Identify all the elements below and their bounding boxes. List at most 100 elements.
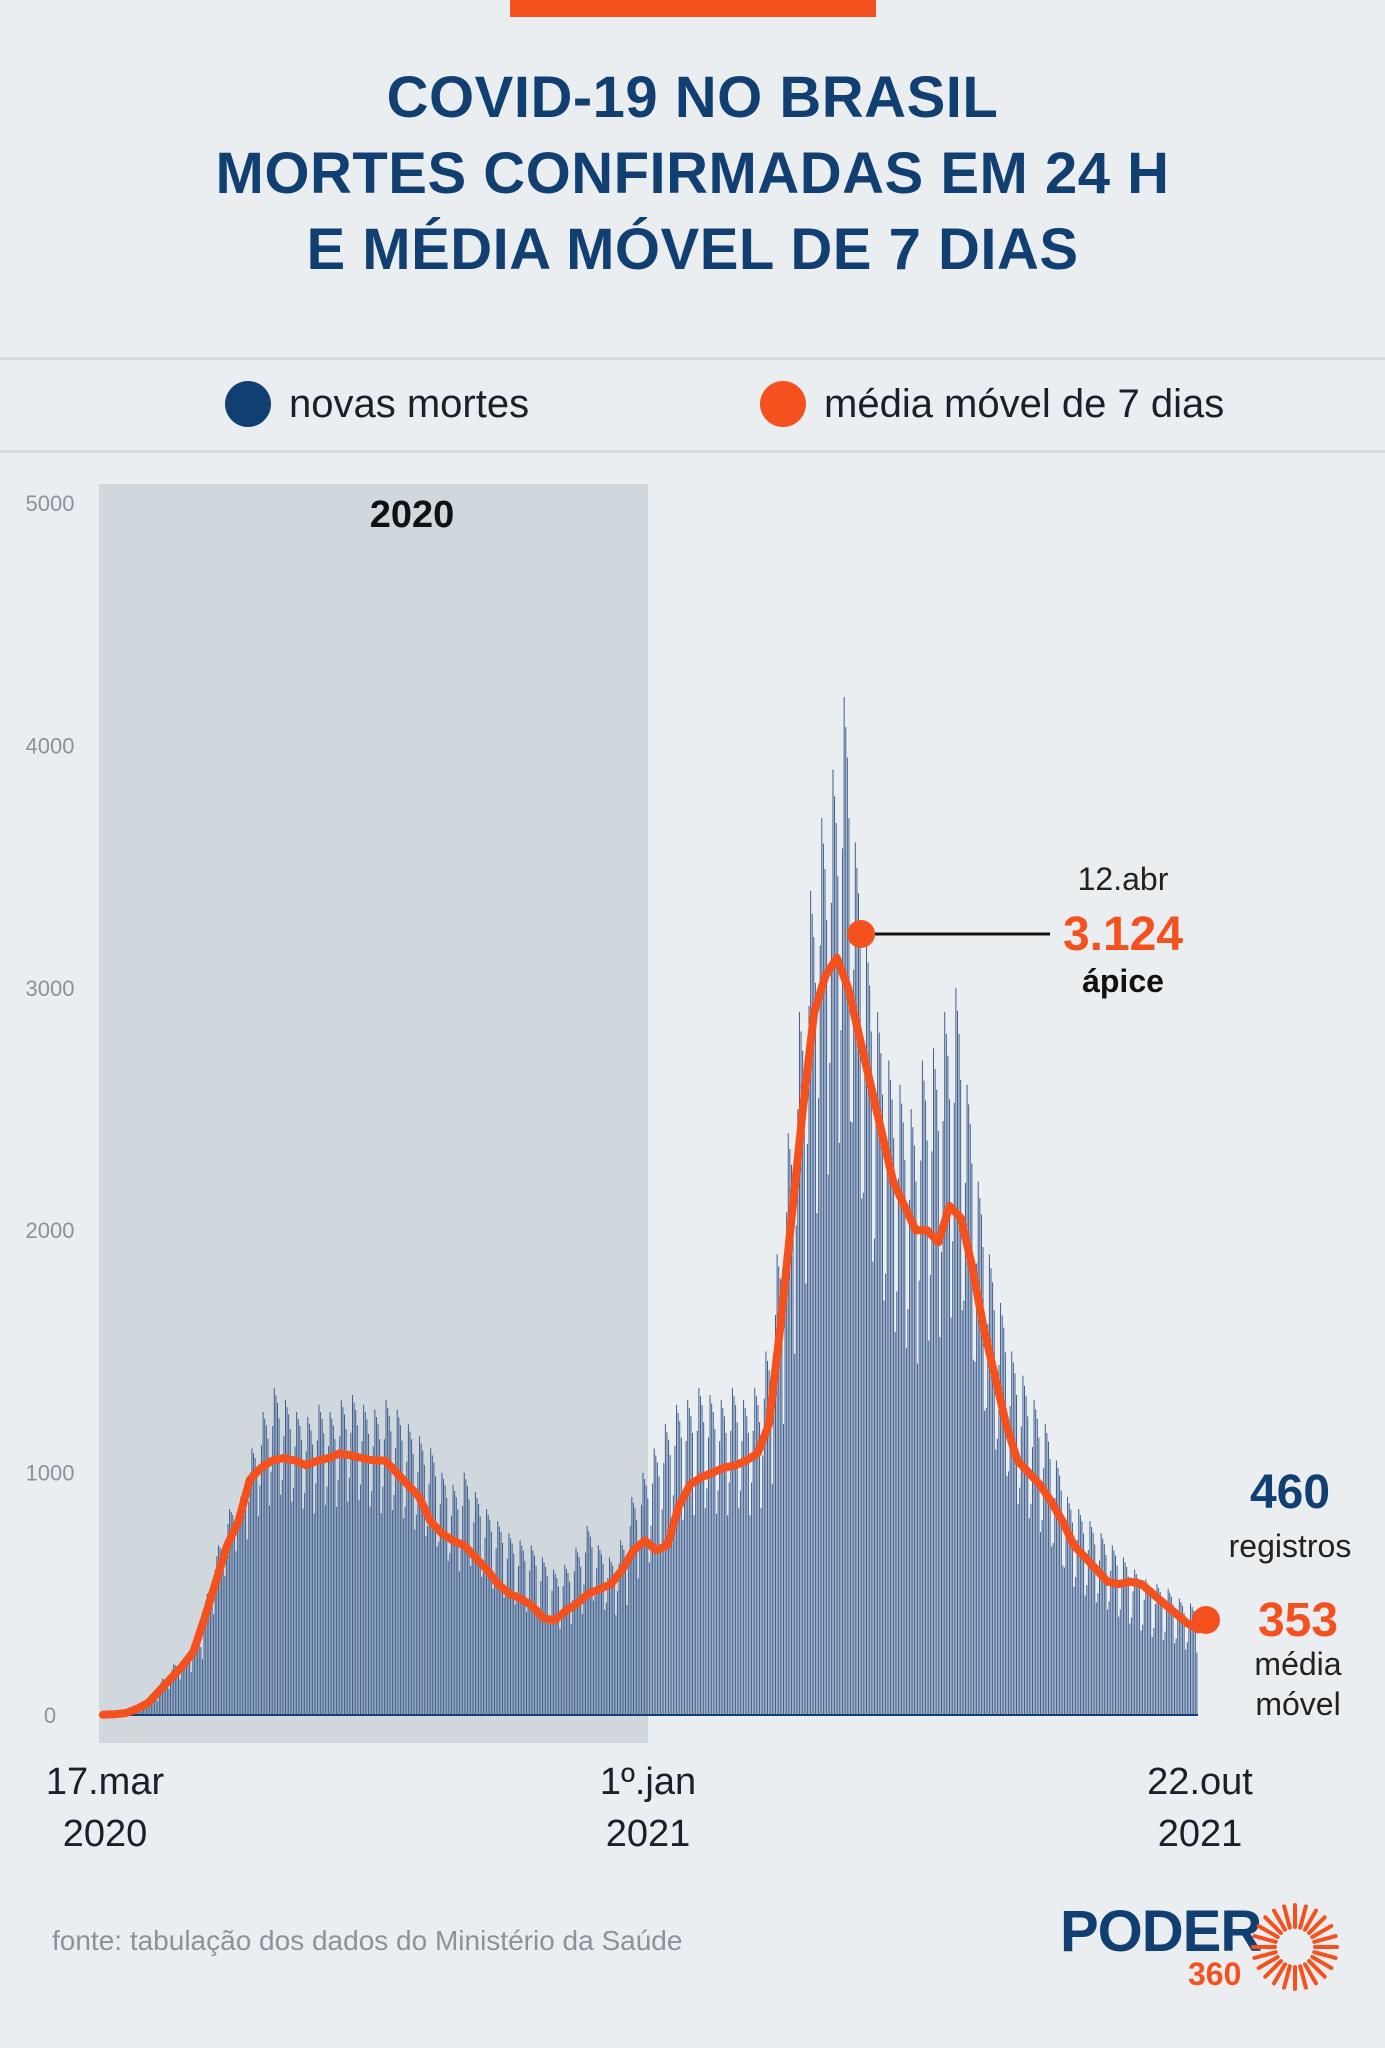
bar <box>205 1601 207 1715</box>
bar <box>851 1122 853 1715</box>
bar <box>621 1545 623 1715</box>
bar <box>367 1433 369 1715</box>
bar <box>261 1445 263 1715</box>
bar <box>886 1157 888 1715</box>
bar <box>856 867 858 1715</box>
bar <box>489 1520 491 1715</box>
bar <box>336 1507 338 1715</box>
x-label-middle-line1: 1º.jan <box>599 1761 697 1803</box>
bar <box>168 1688 170 1715</box>
bar <box>819 945 821 1715</box>
bar <box>1065 1528 1067 1715</box>
bar <box>267 1438 269 1715</box>
sun-ray <box>1282 1904 1292 1930</box>
y-axis: 5000 4000 3000 2000 1000 0 <box>26 491 75 1728</box>
bar <box>350 1432 352 1715</box>
bar <box>589 1536 591 1715</box>
y-tick-label: 2000 <box>26 1218 75 1243</box>
bar <box>193 1648 195 1715</box>
bar <box>473 1522 475 1715</box>
bar <box>1062 1565 1064 1715</box>
bar <box>722 1408 724 1715</box>
bar <box>203 1609 205 1715</box>
bar <box>1076 1539 1078 1715</box>
bar <box>842 848 844 1715</box>
x-label-start-line1: 17.mar <box>45 1761 165 1803</box>
bar <box>781 1302 783 1715</box>
bar <box>1134 1569 1136 1715</box>
bar <box>474 1491 476 1715</box>
bar <box>1151 1636 1153 1715</box>
bar <box>323 1433 325 1715</box>
bar <box>1049 1459 1051 1715</box>
bar <box>374 1409 376 1715</box>
bar <box>347 1501 349 1715</box>
bar <box>672 1495 674 1715</box>
bar <box>465 1479 467 1715</box>
bar <box>468 1499 470 1715</box>
bar <box>972 1359 974 1715</box>
bar <box>272 1425 274 1715</box>
bar <box>229 1508 231 1715</box>
bar <box>1024 1385 1026 1715</box>
bar <box>144 1706 146 1715</box>
bar <box>521 1545 523 1715</box>
sun-ray <box>1307 1915 1327 1935</box>
bar <box>888 1060 890 1715</box>
bar <box>533 1555 535 1715</box>
bar <box>294 1446 296 1715</box>
bar <box>969 1124 971 1715</box>
bar <box>762 1455 764 1715</box>
bar <box>982 1247 984 1715</box>
bar <box>361 1441 363 1715</box>
bar <box>830 902 832 1715</box>
bar <box>904 1159 906 1715</box>
bar <box>629 1525 631 1715</box>
sun-ray <box>1263 1959 1283 1979</box>
bar <box>960 1079 962 1715</box>
bar <box>554 1573 556 1715</box>
bar <box>312 1444 314 1715</box>
bar <box>604 1609 606 1715</box>
bar <box>329 1412 331 1715</box>
bar <box>548 1623 550 1715</box>
bar <box>179 1679 181 1715</box>
bar <box>497 1521 499 1715</box>
bar <box>431 1455 433 1715</box>
bar <box>1071 1522 1073 1715</box>
bar <box>601 1554 603 1715</box>
bar <box>155 1697 157 1715</box>
bar <box>332 1425 334 1715</box>
bar <box>441 1472 443 1715</box>
bar <box>358 1500 360 1715</box>
bar <box>1177 1616 1179 1715</box>
bar <box>869 985 871 1715</box>
bar <box>1089 1521 1091 1715</box>
bar <box>738 1508 740 1715</box>
bar <box>399 1425 401 1715</box>
bar <box>963 1300 965 1715</box>
bar <box>524 1560 526 1715</box>
sun-ray <box>1303 1962 1318 1986</box>
bar <box>1047 1441 1049 1715</box>
bar <box>217 1545 219 1715</box>
bar <box>746 1416 748 1715</box>
bar <box>190 1672 192 1715</box>
bar <box>1086 1585 1088 1715</box>
bar <box>1041 1520 1043 1715</box>
last-average-marker <box>1192 1606 1220 1634</box>
bar <box>880 1053 882 1715</box>
bar <box>838 1142 840 1715</box>
bar <box>798 1012 800 1715</box>
bar <box>540 1581 542 1715</box>
shaded-period-label: 2020 <box>370 494 455 536</box>
bar <box>186 1657 187 1715</box>
bar <box>872 1261 874 1715</box>
bar <box>276 1403 278 1715</box>
bar <box>383 1439 385 1715</box>
bar <box>324 1504 326 1715</box>
legend-label-moving-average: média móvel de 7 dias <box>824 381 1225 426</box>
bar <box>1012 1362 1014 1715</box>
bar <box>775 1315 776 1715</box>
bar <box>586 1525 588 1715</box>
